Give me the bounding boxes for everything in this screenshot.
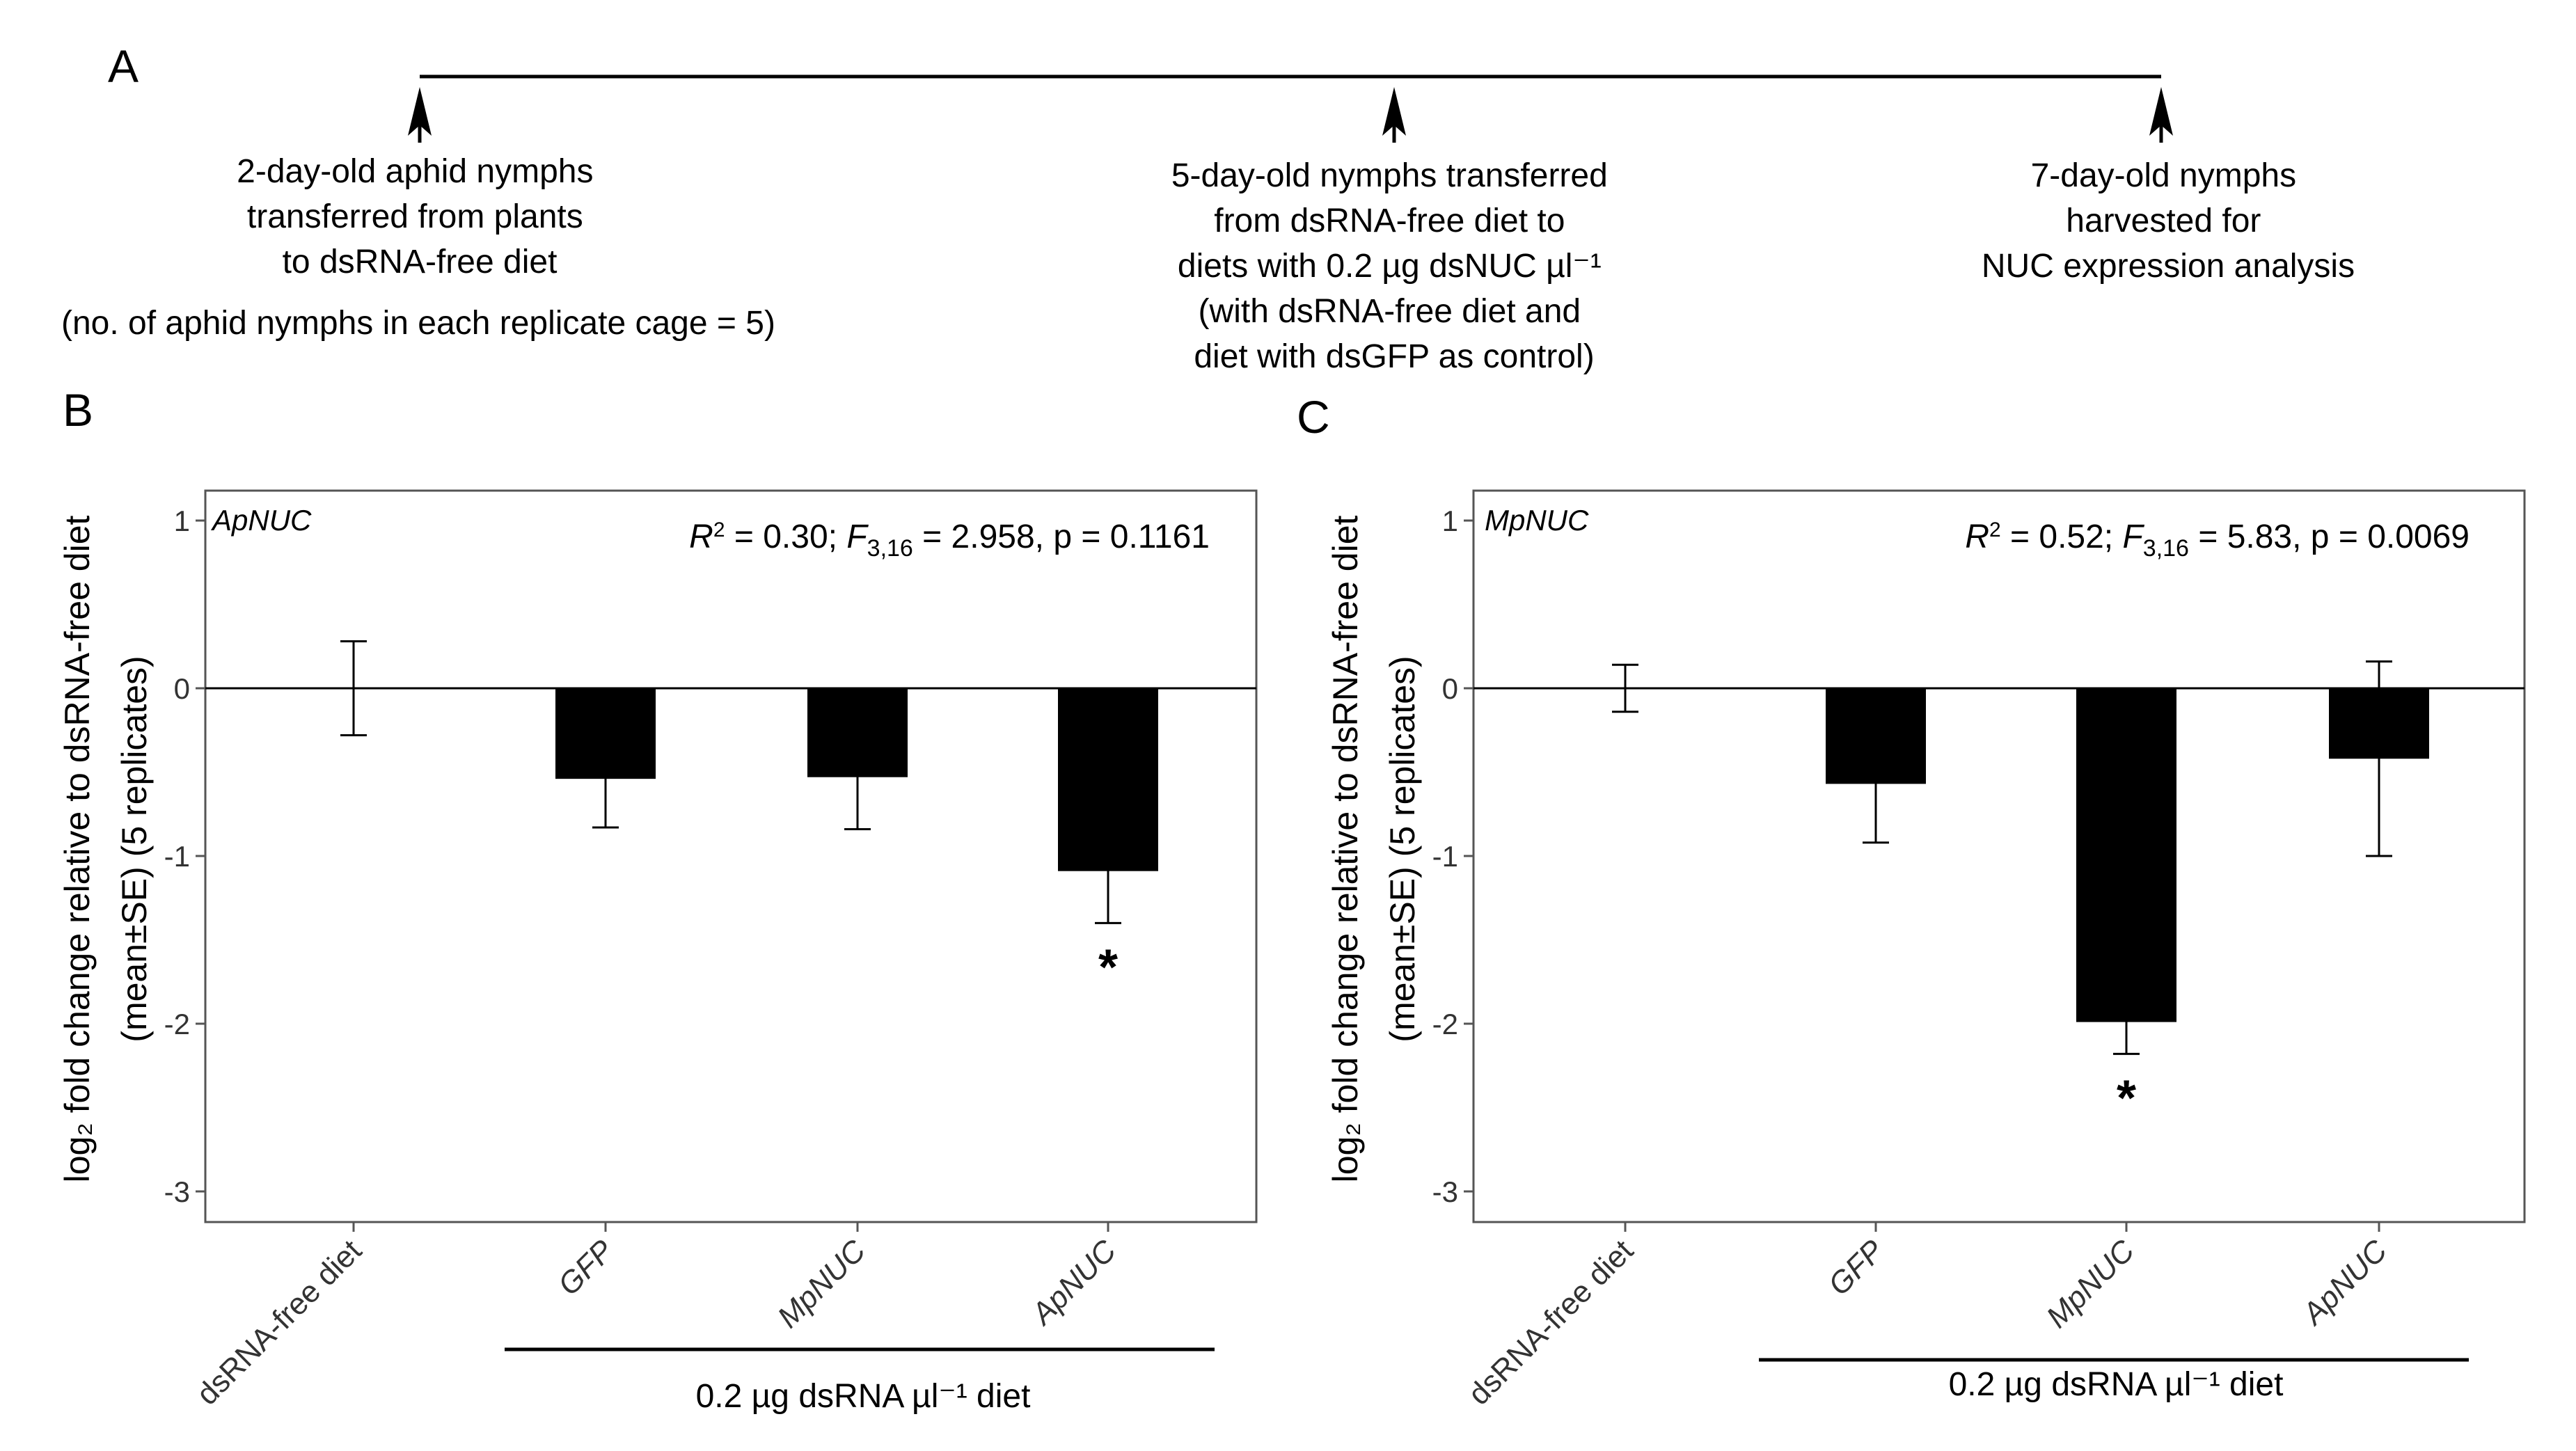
error-bar — [2113, 989, 2140, 1055]
arrow-icon-day2 — [408, 87, 432, 143]
significance-star: * — [1098, 939, 1118, 995]
timeline-label-day2: 2-day-old aphid nymphs transferred from … — [237, 153, 603, 280]
y-tick-label: -1 — [1432, 840, 1458, 873]
y-axis-label-b-line2: (mean±SE) (5 replicates) — [115, 656, 154, 1042]
y-tick-label: 0 — [1442, 672, 1458, 705]
significance-star: * — [2117, 1070, 2136, 1126]
category-label: GFP — [551, 1233, 620, 1302]
arrow-icon-day5 — [1382, 87, 1406, 143]
panel-letter-c: C — [1297, 391, 1330, 443]
y-tick-label: -2 — [1432, 1008, 1458, 1040]
y-axis-label-c-line1: log₂ fold change relative to dsRNA-free … — [1326, 515, 1365, 1182]
error-bar — [844, 724, 871, 830]
bars-b: * — [340, 640, 1158, 995]
y-tick-label: -1 — [164, 840, 190, 873]
y-tick-label: -2 — [164, 1008, 190, 1040]
gene-label-c: MpNUC — [1485, 504, 1589, 537]
category-label: dsRNA-free diet — [190, 1233, 368, 1411]
error-bar — [592, 729, 619, 829]
arrow-icon-day7 — [2149, 87, 2173, 143]
error-bar — [1612, 663, 1638, 713]
gene-label-b: ApNUC — [210, 504, 312, 537]
y-axis-label-b-line1: log₂ fold change relative to dsRNA-free … — [58, 515, 97, 1182]
error-bar — [340, 640, 367, 736]
bars-c: * — [1612, 660, 2429, 1126]
y-axis-label-c-line2: (mean±SE) (5 replicates) — [1383, 656, 1422, 1042]
y-tick-label: 0 — [174, 672, 190, 705]
category-label: MpNUC — [771, 1233, 873, 1335]
category-label: ApNUC — [2295, 1233, 2394, 1333]
category-label: MpNUC — [2040, 1233, 2142, 1335]
timeline-label-day7: 7-day-old nymphs harvested for NUC expre… — [1982, 157, 2355, 285]
panel-b: B log₂ fold change relative to dsRNA-fre… — [58, 384, 1258, 1415]
y-tick-label: 1 — [174, 505, 190, 537]
y-tick-label: -3 — [1432, 1175, 1458, 1208]
stats-b: R2 = 0.30; F3,16 = 2.958, p = 0.1161 — [689, 518, 1210, 562]
treatment-bracket-label-c: 0.2 µg dsRNA µl⁻¹ diet — [1949, 1366, 2284, 1403]
y-ticks-c: 1 0 -1 -2 -3 — [1432, 505, 1473, 1208]
category-label: GFP — [1822, 1233, 1890, 1302]
category-label: dsRNA-free diet — [1462, 1233, 1640, 1411]
category-label: ApNUC — [1024, 1233, 1123, 1333]
y-ticks-b: 1 0 -1 -2 -3 — [164, 505, 205, 1208]
error-bar — [1863, 724, 1889, 844]
y-tick-label: 1 — [1442, 505, 1458, 537]
y-tick-label: -3 — [164, 1175, 190, 1208]
panel-letter-b: B — [63, 384, 93, 436]
timeline-label-day5: 5-day-old nymphs transferred from dsRNA-… — [1171, 157, 1617, 375]
panel-letter-a: A — [108, 40, 139, 92]
panel-c: C log₂ fold change relative to dsRNA-fre… — [1297, 391, 2526, 1411]
treatment-bracket-label-b: 0.2 µg dsRNA µl⁻¹ diet — [696, 1378, 1031, 1415]
bar-mpnuc — [2076, 688, 2176, 1022]
panel-a: A 2-day-old aphid nymphs transferred fro… — [61, 40, 2355, 375]
error-bar — [2366, 660, 2392, 857]
stats-c: R2 = 0.52; F3,16 = 5.83, p = 0.0069 — [1965, 518, 2470, 562]
replicate-note: (no. of aphid nymphs in each replicate c… — [61, 305, 775, 342]
error-bar — [1095, 818, 1121, 924]
